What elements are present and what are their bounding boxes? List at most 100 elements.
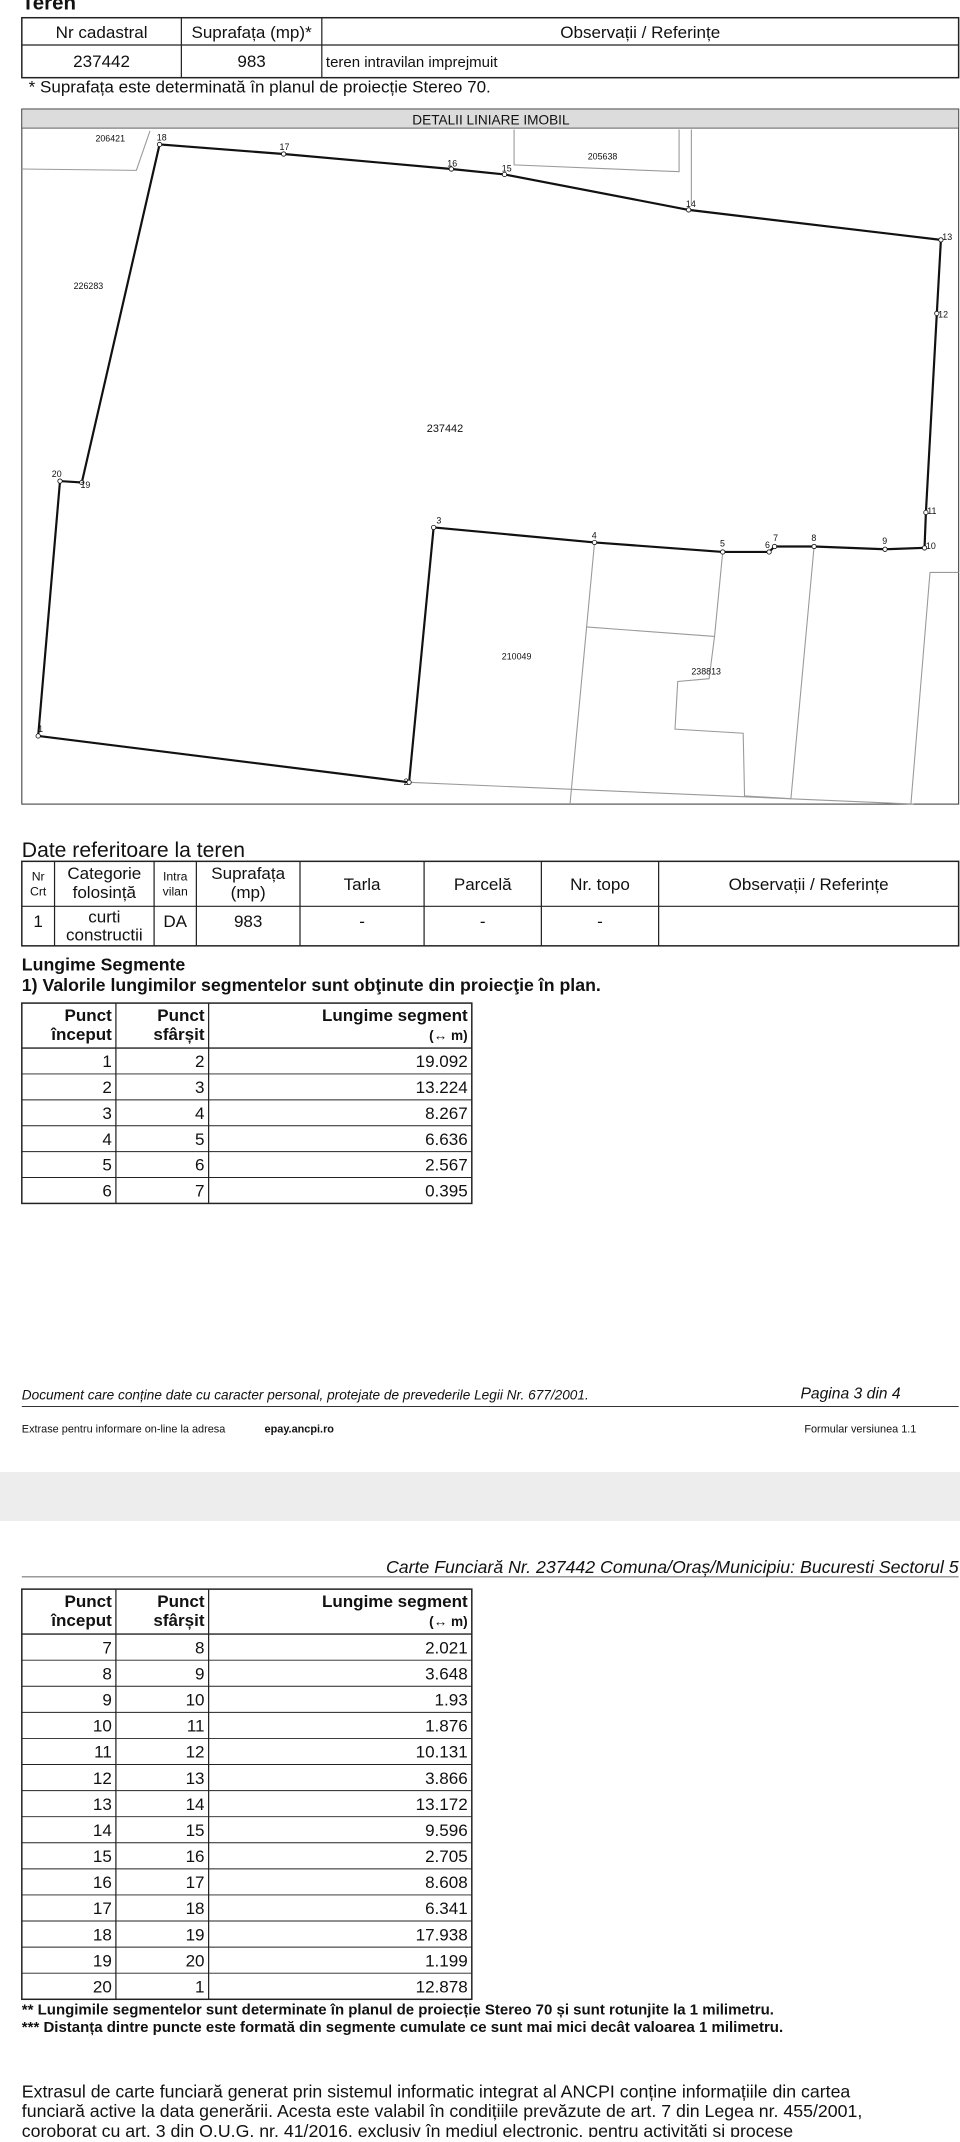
column-header: Lungime segment [322, 1592, 468, 1611]
cell-border [21, 16, 960, 79]
cell: 13 [93, 1795, 112, 1814]
cell: - [359, 912, 365, 931]
cell: 237442 [73, 52, 130, 71]
cell: 6.636 [425, 1130, 468, 1149]
vertex [934, 310, 940, 317]
parcel-label: 238813 [691, 667, 721, 677]
point-label: 7 [773, 533, 778, 543]
cell: 7 [195, 1182, 204, 1201]
vertex [57, 478, 63, 484]
cell: 0.395 [425, 1182, 468, 1201]
cell: 2.567 [425, 1156, 468, 1175]
cell: 1.93 [435, 1691, 468, 1710]
column-header: vilan [163, 884, 188, 898]
footer-text: Document care conține date cu caracter p… [22, 1388, 589, 1403]
column-header: Lungime segment [322, 1006, 468, 1025]
cell: 14 [186, 1795, 205, 1814]
column-header: Suprafața (mp)* [191, 23, 312, 42]
cell: 2 [195, 1052, 204, 1071]
note: ** Lungimile segmentelor sunt determinat… [22, 2001, 774, 2018]
point-label: 15 [502, 164, 512, 174]
cell: teren intravilan imprejmuit [326, 54, 498, 71]
cell: 13.224 [416, 1078, 468, 1097]
cell: 4 [102, 1130, 111, 1149]
column-header: Observații / Referințe [729, 875, 889, 894]
note: *** Distanța dintre puncte este formată … [22, 2019, 783, 2036]
cell: 10.131 [416, 1743, 468, 1762]
point-label: 1 [38, 724, 43, 734]
vertex [35, 733, 41, 739]
page-header: Carte Funciară Nr. 237442 Comuna/Oraș/Mu… [386, 1557, 959, 1577]
parcel-label: 205638 [588, 151, 618, 161]
cell: constructii [66, 925, 143, 944]
paragraph-line: funciară active la data generării. Acest… [22, 2101, 862, 2121]
cell: 1 [33, 912, 42, 931]
cell: 6 [195, 1156, 204, 1175]
paragraph-line: coroborat cu art. 3 din O.U.G. nr. 41/20… [22, 2121, 793, 2137]
vertex [501, 171, 508, 178]
section-title: Lungime Segmente [22, 954, 186, 974]
cell: 10 [186, 1691, 205, 1710]
column-header: Punct [157, 1592, 205, 1611]
point-label: 11 [927, 506, 936, 516]
cell: 18 [93, 1925, 112, 1944]
column-header: Punct [157, 1006, 205, 1025]
parcel-label: 226283 [74, 281, 104, 291]
cell: 9.596 [425, 1821, 468, 1840]
cell: 8 [102, 1664, 111, 1683]
column-header: Categorie [67, 864, 141, 883]
vertex [448, 166, 454, 172]
point-label: 12 [938, 310, 948, 320]
cell: 2.021 [425, 1638, 468, 1657]
cell: 16 [186, 1847, 205, 1866]
cell: 10 [93, 1717, 112, 1736]
cell: 17 [93, 1899, 112, 1918]
point-label: 2 [404, 777, 409, 787]
column-header: (mp) [231, 883, 266, 902]
cell: 2.705 [425, 1847, 468, 1866]
cell: 13.172 [416, 1795, 468, 1814]
cell: 6.341 [425, 1899, 468, 1918]
cell: - [480, 912, 486, 931]
paragraph-line: Extrasul de carte funciară generat prin … [22, 2081, 851, 2101]
column-header: Nr. topo [570, 875, 630, 894]
column-header: început [50, 1611, 112, 1630]
point-label: 4 [592, 530, 597, 540]
cell-border [21, 1002, 473, 1205]
cell: 2 [102, 1078, 111, 1097]
point-label: 19 [80, 480, 90, 490]
section-title: Date referitoare la teren [22, 839, 245, 862]
point-label: 13 [942, 232, 952, 242]
neighbor-lines [21, 129, 959, 805]
cell: 9 [102, 1691, 111, 1710]
cell: 3 [195, 1078, 204, 1097]
cell-border [21, 1588, 473, 2001]
cell: DA [163, 912, 187, 931]
vertex [771, 543, 778, 550]
cell: 12.878 [416, 1977, 468, 1996]
cell: 12 [186, 1743, 205, 1762]
cell: 9 [195, 1664, 204, 1683]
column-header: Parcelă [454, 875, 512, 894]
vertex [938, 237, 944, 243]
point-label: 18 [157, 132, 167, 142]
column-header: (↔ m) [429, 1614, 468, 1629]
cell: 1.199 [425, 1951, 468, 1970]
column-header: folosință [73, 883, 137, 902]
vertex [79, 479, 85, 486]
column-header: Punct [64, 1006, 112, 1025]
vertex [811, 543, 817, 550]
cell: 3.866 [425, 1769, 468, 1788]
vertex [686, 207, 692, 213]
footer-text: Formular versiunea 1.1 [804, 1423, 916, 1435]
cell: 8 [195, 1638, 204, 1657]
column-header: sfârșit [153, 1025, 204, 1044]
cell: 1.876 [425, 1717, 468, 1736]
section-title: Teren [22, 0, 76, 15]
cell: 20 [93, 1977, 112, 1996]
parcel-label: 206421 [95, 134, 125, 144]
link[interactable]: epay.ancpi.ro [265, 1423, 335, 1435]
column-header: Tarla [344, 875, 381, 894]
